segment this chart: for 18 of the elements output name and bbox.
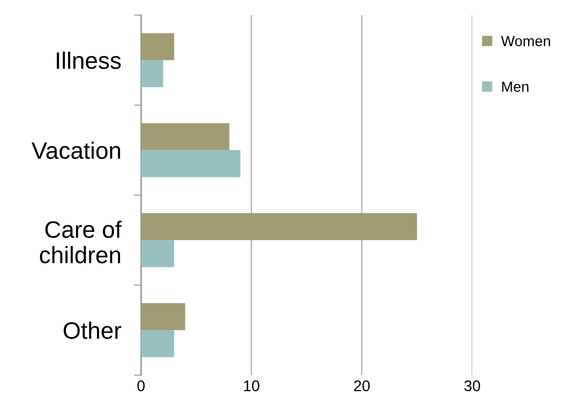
bar [141,60,164,88]
bar [141,240,174,268]
bar [141,150,240,178]
y-tick-label: Care of children [40,220,122,264]
x-tick-label: 0 [137,380,145,392]
bar [141,303,186,330]
bar [141,213,418,240]
x-tick-label: 30 [464,380,480,392]
y-tick-label: Illness [56,52,121,69]
y-tick-label: Vacation [32,142,120,159]
bar [141,330,174,358]
y-tick-label: Other [64,322,122,339]
bar [141,33,174,60]
x-tick-label: 10 [244,380,260,392]
legend-label: Men [502,82,528,92]
bar [141,123,230,150]
legend-label: Women [501,36,550,46]
x-tick-label: 20 [354,380,370,392]
